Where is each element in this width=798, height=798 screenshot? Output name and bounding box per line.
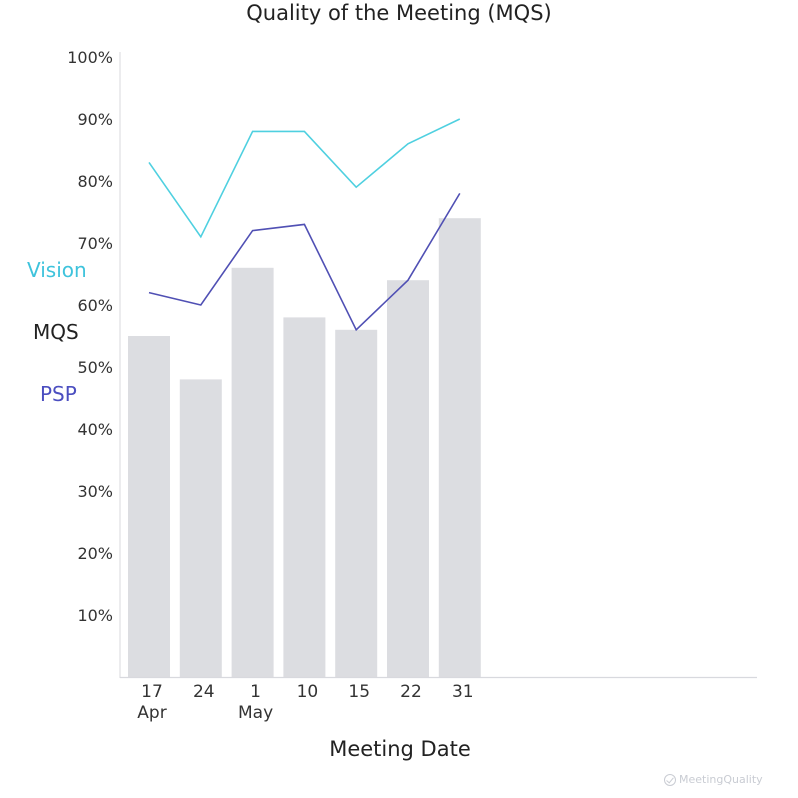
- y-tick-label: 90%: [77, 110, 113, 129]
- y-tick-label: 80%: [77, 172, 113, 191]
- trend-lines: [148, 118, 461, 332]
- x-tick-month: Apr: [137, 703, 166, 723]
- y-tick-label: 100%: [67, 48, 113, 67]
- x-tick-month: May: [238, 703, 273, 723]
- mqs-bar: [128, 336, 170, 677]
- mqs-bar: [387, 280, 429, 677]
- series-label-vision: Vision: [27, 258, 87, 282]
- y-tick-label: 70%: [77, 234, 113, 253]
- series-labels: MQS Vision PSP: [27, 258, 87, 406]
- mqs-bar: [179, 379, 222, 677]
- watermark-text: MeetingQuality: [679, 773, 763, 786]
- y-tick-label: 10%: [77, 606, 113, 625]
- x-tick-day: 31: [452, 682, 474, 702]
- x-tick-day: 10: [297, 682, 319, 702]
- series-label-mqs: MQS: [33, 320, 79, 344]
- mqs-bar: [283, 317, 326, 677]
- mqs-bar: [231, 267, 274, 677]
- mqs-bars: [128, 218, 481, 677]
- x-tick-day: 17: [141, 682, 163, 702]
- watermark: MeetingQuality: [664, 773, 763, 786]
- y-tick-label: 40%: [77, 420, 113, 439]
- mqs-bar: [438, 218, 481, 677]
- y-tick-label: 50%: [77, 358, 113, 377]
- check-circle-icon: [664, 773, 676, 786]
- x-tick-day: 15: [348, 682, 370, 702]
- chart-title: Quality of the Meeting (MQS): [246, 1, 551, 25]
- x-axis-label: Meeting Date: [329, 737, 471, 761]
- series-label-psp: PSP: [40, 382, 77, 406]
- y-tick-label: 30%: [77, 482, 113, 501]
- y-tick-label: 20%: [77, 544, 113, 563]
- vision-line: [148, 118, 461, 239]
- x-tick-day: 22: [400, 682, 422, 702]
- x-tick-day: 24: [193, 682, 215, 702]
- mqs-bar: [335, 329, 378, 677]
- psp-line: [148, 192, 461, 332]
- axes: [119, 52, 757, 679]
- y-tick-label: 60%: [77, 296, 113, 315]
- x-tick-day: 1: [250, 682, 261, 702]
- y-axis-ticks: 10% 20% 30% 40% 50% 60% 70% 80% 90% 100%: [67, 48, 113, 625]
